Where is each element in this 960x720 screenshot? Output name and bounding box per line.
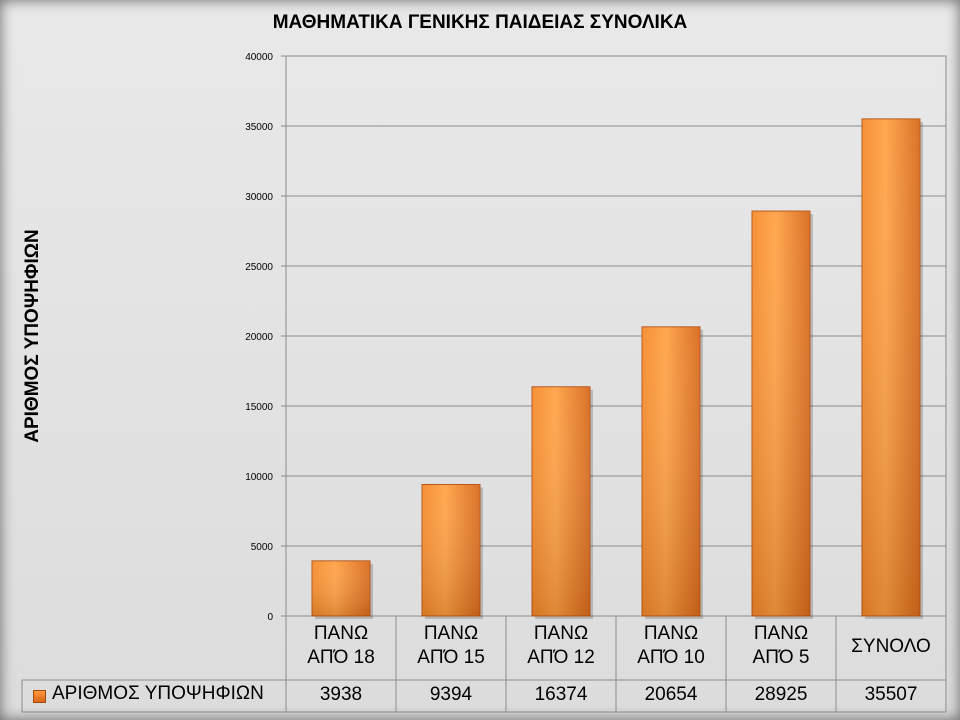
table-value-cell: 16374 — [534, 684, 588, 705]
x-category-label: ΣΥΝΟΛΟ — [851, 636, 931, 657]
y-tick-label: 30000 — [245, 192, 273, 203]
chart-title: ΜΑΘΗΜΑΤΙΚΑ ΓΕΝΙΚΗΣ ΠΑΙΔΕΙΑΣ ΣΥΝΟΛΙΚΑ — [272, 12, 688, 33]
x-category-label: ΠΑΝΩ ΑΠΌ 12 — [527, 623, 595, 668]
x-category-label: ΠΑΝΩ ΑΠΌ 15 — [417, 623, 485, 668]
x-category-label: ΠΑΝΩ ΑΠΌ 10 — [637, 623, 705, 668]
bar-shading — [422, 484, 480, 616]
y-tick-label: 10000 — [245, 472, 273, 483]
table-value-cell: 28925 — [754, 684, 808, 705]
table-value-cell: 9394 — [429, 684, 473, 705]
y-tick-label: 25000 — [245, 262, 273, 273]
bar-shading — [752, 211, 810, 617]
table-value-cell: 35507 — [864, 684, 918, 705]
y-tick-label: 15000 — [245, 402, 273, 413]
table-value-cell: 3938 — [319, 684, 363, 705]
x-category-label: ΠΑΝΩ ΑΠΌ 18 — [307, 623, 375, 668]
bar-shading — [642, 326, 700, 616]
y-tick-label: 40000 — [245, 52, 273, 63]
y-tick-label: 35000 — [245, 122, 273, 133]
y-tick-label: 5000 — [251, 542, 274, 553]
table-value-cell: 20654 — [644, 684, 698, 705]
y-tick-label: 0 — [267, 612, 273, 623]
bar-shading — [312, 560, 370, 616]
y-tick-label: 20000 — [245, 332, 273, 343]
series-label: ΑΡΙΘΜΟΣ ΥΠΟΨΗΦΙΩΝ — [52, 683, 264, 704]
x-category-label: ΠΑΝΩ ΑΠΌ 5 — [752, 623, 810, 668]
legend-key — [33, 690, 46, 703]
bar-shading — [862, 118, 920, 616]
bar-shading — [532, 386, 590, 616]
